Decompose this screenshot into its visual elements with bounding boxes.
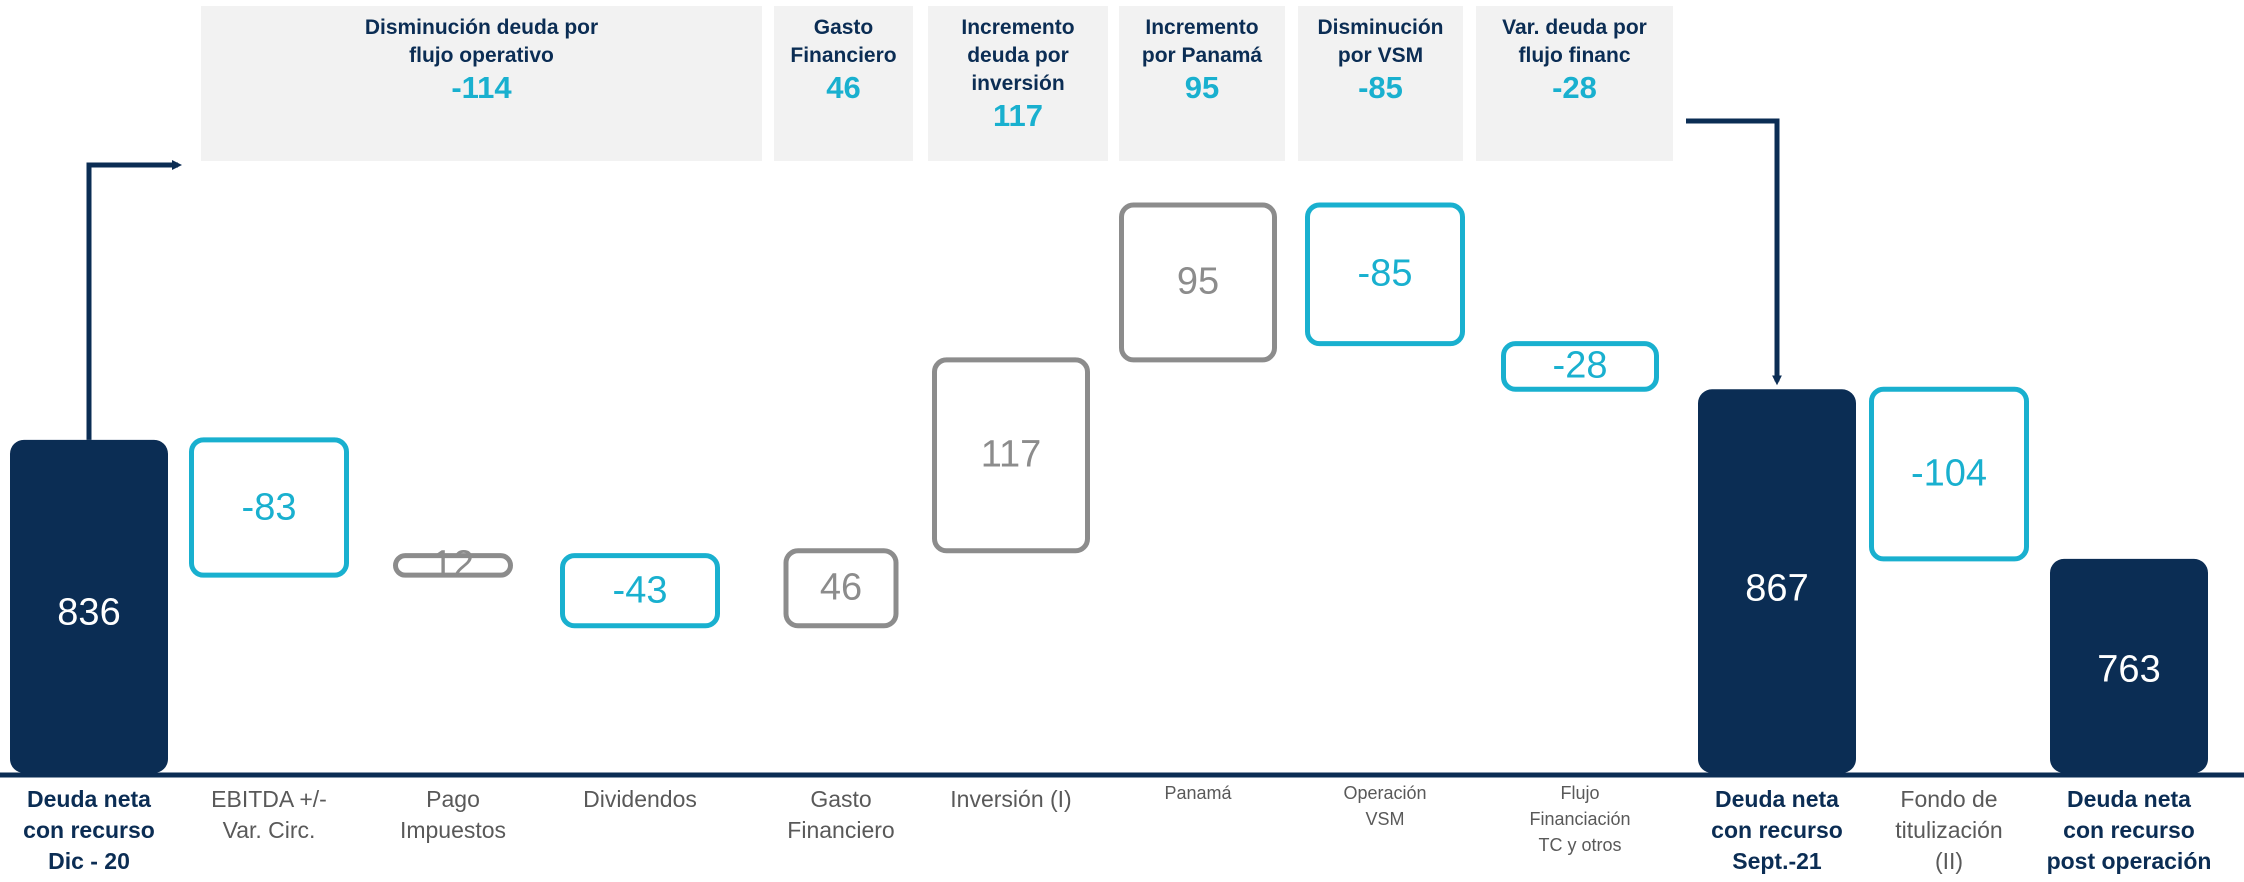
category-label: Inversión (I)	[950, 786, 1072, 812]
value-label: -28	[1552, 344, 1608, 387]
group-value: 117	[992, 98, 1043, 133]
value-label: 836	[57, 591, 121, 634]
increase-box	[393, 553, 513, 578]
category-label: Flujo Financiación TC y otros	[1529, 783, 1631, 855]
group-value: 46	[826, 70, 861, 105]
category-label: Deuda neta con recurso Sept.-21	[1711, 786, 1843, 874]
decrease-box	[189, 437, 349, 578]
category-label: Pago Impuestos	[399, 786, 507, 843]
increase-box	[1119, 202, 1277, 363]
group-header: Gasto Financiero 46	[774, 6, 913, 161]
category-label: EBITDA +/- Var. Circ.	[211, 786, 327, 843]
category-label: Panamá	[1164, 783, 1232, 803]
group-label: Var. deuda por flujo financ	[1502, 16, 1647, 67]
group-value: -28	[1552, 70, 1597, 105]
total-bar	[10, 439, 168, 773]
group-label: Incremento deuda por inversión	[961, 16, 1075, 95]
group-label: Incremento por Panamá	[1141, 16, 1263, 67]
decrease-box	[1501, 341, 1659, 392]
group-header: Incremento por Panamá 95	[1119, 6, 1285, 161]
group-header: Var. deuda por flujo financ -28	[1476, 6, 1673, 161]
group-label: Gasto Financiero	[790, 16, 897, 67]
decrease-box	[1305, 202, 1465, 347]
value-label: 117	[980, 433, 1042, 476]
value-label: 12	[431, 543, 475, 586]
increase-box	[783, 548, 899, 629]
value-label: -104	[1910, 452, 1988, 495]
group-label: Disminución por VSM	[1317, 16, 1444, 67]
value-label: 867	[1745, 567, 1809, 610]
value-label: 95	[1176, 260, 1220, 303]
flow-arrow	[1686, 118, 1782, 386]
category-label: Dividendos	[583, 786, 697, 812]
group-value: -114	[451, 70, 512, 105]
category-label: Deuda neta con recurso Dic - 20	[23, 786, 155, 874]
group-label: Disminución deuda por flujo operativo	[364, 16, 599, 67]
value-label: -83	[241, 486, 297, 528]
group-value: 95	[1184, 70, 1220, 105]
category-label: Operación VSM	[1343, 783, 1427, 829]
value-label: -43	[612, 569, 668, 612]
value-label: -85	[1357, 252, 1413, 295]
category-label: Fondo de titulización (II)	[1895, 786, 2003, 874]
group-header: Incremento deuda por inversión 117	[928, 6, 1108, 161]
value-label: 46	[819, 566, 863, 609]
increase-box	[932, 357, 1090, 554]
decrease-box	[1869, 386, 2029, 562]
group-header: Disminución deuda por flujo operativo -11…	[201, 6, 762, 161]
decrease-box	[560, 553, 720, 629]
category-label: Gasto Financiero	[787, 786, 895, 843]
total-bar	[1698, 389, 1856, 773]
value-label: 763	[2097, 648, 2161, 691]
category-label: Deuda neta con recurso post operación	[2046, 786, 2212, 874]
group-value: -85	[1358, 70, 1403, 105]
flow-arrow	[86, 160, 182, 440]
group-header: Disminución por VSM -85	[1298, 6, 1463, 161]
total-bar	[2050, 558, 2208, 773]
